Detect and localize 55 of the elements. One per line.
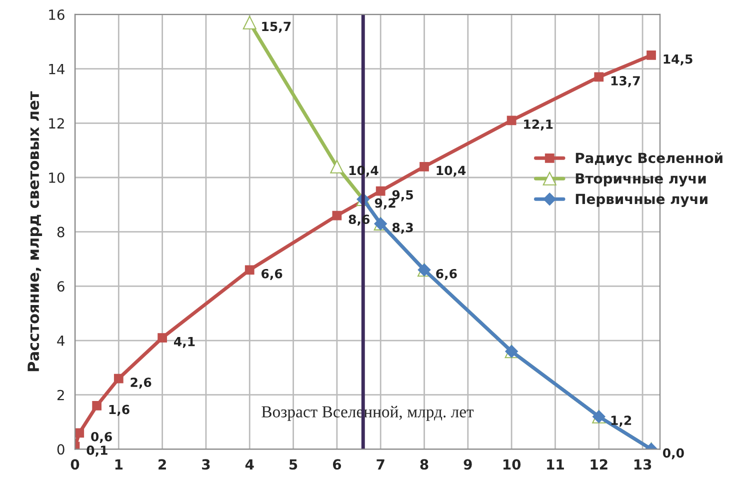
legend-label: Радиус Вселенной xyxy=(576,152,722,166)
y-tick-label: 10 xyxy=(49,172,64,183)
y-tick-label: 16 xyxy=(49,9,64,20)
y-tick-label: 8 xyxy=(57,226,64,238)
point xyxy=(242,16,256,30)
data-label: 12,1 xyxy=(524,120,553,131)
x-tick-label: 4 xyxy=(245,459,254,470)
point xyxy=(114,374,124,384)
legend-label: Вторичные лучи xyxy=(576,173,706,186)
x-tick-label: 11 xyxy=(547,459,564,470)
data-label: 4,1 xyxy=(174,337,195,348)
point xyxy=(92,401,102,410)
x-tick-label: 9 xyxy=(464,459,472,470)
data-label: 6,6 xyxy=(262,268,282,280)
y-axis-title: Расстояние, млрд световых лет xyxy=(28,91,42,372)
y-tick-label: 6 xyxy=(57,281,64,292)
data-label: 6,6 xyxy=(436,268,457,280)
data-label: 1,2 xyxy=(611,416,632,427)
point xyxy=(75,428,84,438)
y-tick-label: 2 xyxy=(57,390,64,400)
point xyxy=(594,72,604,82)
x-tick-label: 1 xyxy=(115,459,123,470)
point xyxy=(158,333,167,342)
data-label: 0,1 xyxy=(86,446,108,457)
data-label: 14,5 xyxy=(664,54,692,66)
x-tick-label: 2 xyxy=(158,459,166,470)
x-tick-label: 13 xyxy=(634,459,652,470)
x-tick-label: 10 xyxy=(503,459,521,470)
point xyxy=(506,116,516,126)
data-label: 2,6 xyxy=(130,378,152,389)
point xyxy=(646,50,656,60)
x-tick-label: 7 xyxy=(376,459,384,470)
data-label: 10,4 xyxy=(436,166,466,177)
point xyxy=(330,160,344,174)
data-label: 0,0 xyxy=(662,448,684,460)
data-label: 15,7 xyxy=(262,22,291,33)
x-tick-label: 12 xyxy=(590,459,608,470)
data-label: 0,6 xyxy=(91,432,112,443)
data-label: 1,6 xyxy=(109,404,130,416)
point xyxy=(376,186,386,196)
x-tick-label: 8 xyxy=(420,459,428,470)
y-tick-label: 12 xyxy=(49,118,64,128)
x-tick-label: 0 xyxy=(70,459,80,470)
point xyxy=(332,210,342,220)
point xyxy=(420,162,429,172)
y-tick-label: 0 xyxy=(57,444,64,455)
x-tick-label: 5 xyxy=(290,459,298,470)
legend-label: Первичные лучи xyxy=(576,194,708,207)
y-tick-label: 14 xyxy=(49,64,64,74)
data-label: 8,3 xyxy=(392,222,413,234)
x-tick-label: 6 xyxy=(332,459,342,470)
point xyxy=(244,265,254,275)
data-label: 13,7 xyxy=(611,76,640,88)
x-tick-label: 3 xyxy=(202,459,210,470)
y-tick-label: 4 xyxy=(57,336,64,346)
